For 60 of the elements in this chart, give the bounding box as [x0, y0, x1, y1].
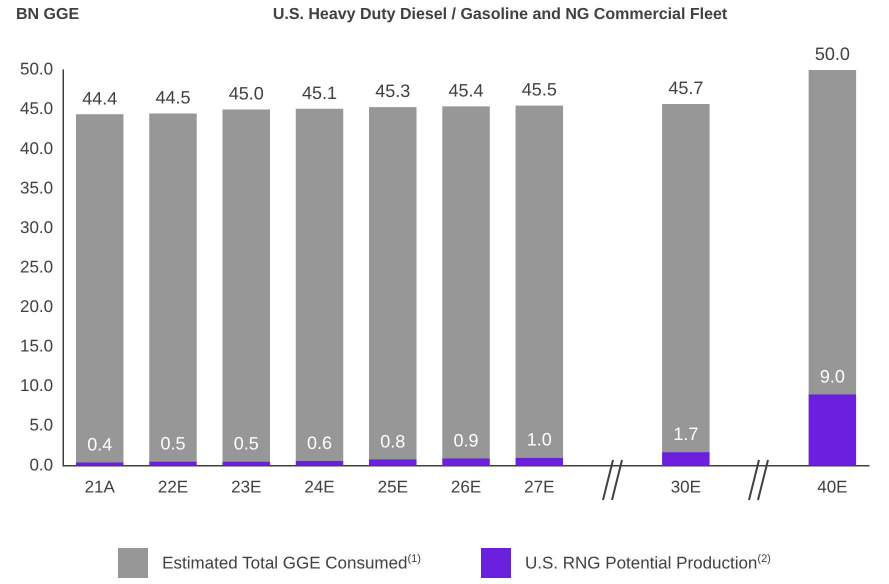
- data-label: 1.7: [673, 424, 698, 444]
- bar: [149, 462, 197, 466]
- bar: [808, 394, 856, 466]
- bar: [516, 458, 564, 466]
- total-label: 45.3: [375, 81, 410, 102]
- legend-label: U.S. RNG Potential Production$^{(2)}$: [524, 552, 771, 574]
- x-tick-label: 30E: [670, 477, 701, 496]
- bar: [369, 459, 417, 466]
- y-tick-label: 50.0: [20, 60, 54, 79]
- legend-label: Estimated Total GGE Consumed$^{(1)}$: [162, 552, 421, 574]
- bar: [808, 70, 856, 394]
- bar: [662, 104, 710, 452]
- chart-title: U.S. Heavy Duty Diesel / Gasoline and NG Commercial Fleet: [272, 6, 728, 24]
- total-label: 50.0: [814, 44, 850, 64]
- x-tick-label: 21A: [84, 477, 116, 496]
- bar: [442, 458, 490, 466]
- y-axis-title: BN GGE: [16, 6, 80, 24]
- y-tick-label: 25.0: [20, 257, 54, 276]
- y-tick-label: 15.0: [20, 336, 54, 356]
- bar: [662, 452, 710, 466]
- bar: [222, 462, 270, 466]
- total-label: 45.4: [448, 80, 484, 100]
- bar: [296, 460, 344, 466]
- data-label: 0.8: [380, 431, 406, 452]
- bar: [296, 108, 344, 461]
- data-label: 0.9: [454, 430, 479, 450]
- y-tick-label: 10.0: [20, 376, 54, 396]
- y-tick-label: 5.0: [29, 416, 54, 435]
- total-label: 45.7: [668, 78, 704, 98]
- y-tick-label: 30.0: [20, 218, 54, 237]
- x-tick-label: 27E: [524, 477, 554, 496]
- x-tick-label: 25E: [378, 477, 408, 496]
- data-label: 9.0: [820, 366, 845, 386]
- x-tick-label: 22E: [158, 477, 188, 496]
- y-tick-label: 35.0: [20, 178, 54, 198]
- data-label: 0.5: [234, 434, 259, 454]
- total-label: 45.1: [302, 82, 338, 103]
- x-tick-label: 26E: [450, 477, 482, 496]
- total-label: 45.5: [522, 80, 557, 100]
- y-tick-label: 20.0: [20, 297, 54, 316]
- bar: [516, 106, 564, 458]
- bar: [76, 114, 124, 462]
- x-tick-label: 24E: [304, 477, 335, 496]
- bar: [149, 114, 197, 462]
- data-label: 0.4: [87, 434, 112, 454]
- bar: [442, 106, 490, 458]
- data-label: 0.5: [160, 434, 186, 454]
- bar: [76, 462, 124, 466]
- x-tick-label: 40E: [817, 477, 848, 496]
- total-label: 44.5: [155, 88, 191, 108]
- total-label: 45.0: [228, 84, 264, 104]
- y-tick-label: 0.0: [29, 455, 54, 474]
- data-label: 0.6: [307, 432, 332, 453]
- y-tick-label: 45.0: [20, 99, 54, 118]
- y-tick-label: 40.0: [20, 138, 54, 158]
- bar: [369, 107, 417, 460]
- x-tick-label: 23E: [231, 477, 262, 496]
- total-label: 44.4: [82, 88, 118, 108]
- bar: [222, 110, 270, 462]
- data-label: 1.0: [526, 430, 552, 450]
